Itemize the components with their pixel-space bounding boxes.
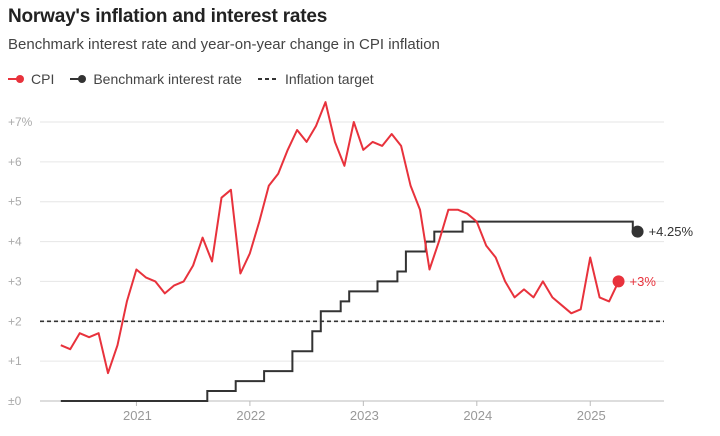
y-tick-label: +5 [8,195,22,209]
gridlines [40,121,664,402]
target-legend-swatch-icon [257,78,278,80]
legend-label-target: Inflation target [284,71,374,87]
legend-item-target: Inflation target [257,71,374,87]
cpi-series-line [60,101,620,375]
legend-item-cpi: CPI [8,71,54,87]
legend-item-rate: Benchmark interest rate [70,71,242,87]
x-tick-label: 2023 [350,408,379,423]
rate-series-line [60,220,638,402]
y-tick-label: +3 [8,274,22,288]
y-axis-ticks: ±0 +1 +2 +3 +4 +5 +6 +7% [8,115,33,408]
legend: CPI Benchmark interest rate Inflation ta… [8,71,390,87]
x-tick-label: 2025 [577,408,606,423]
y-tick-label: +2 [8,314,22,328]
rate-end-marker [631,225,644,238]
legend-label-cpi: CPI [31,71,55,87]
legend-label-rate: Benchmark interest rate [93,71,242,87]
chart-subtitle: Benchmark interest rate and year-on-year… [8,36,440,53]
cpi-legend-swatch-icon [8,75,24,83]
rate-legend-swatch-icon [70,75,87,83]
cpi-end-label: +3% [630,274,657,289]
y-tick-label: +4 [8,235,22,249]
y-tick-label: ±0 [8,394,22,408]
rate-end-label: +4.25% [649,224,694,239]
x-tick-label: 2022 [236,408,265,423]
y-tick-label: +1 [8,354,22,368]
cpi-end-marker [612,275,625,288]
x-tick-label: 2024 [463,408,492,423]
x-axis-ticks: 2021 2022 2023 2024 2025 [123,401,606,423]
y-tick-label: +6 [8,155,22,169]
y-tick-label: +7% [8,115,33,129]
chart-title: Norway's inflation and interest rates [8,6,328,27]
x-tick-label: 2021 [123,408,152,423]
